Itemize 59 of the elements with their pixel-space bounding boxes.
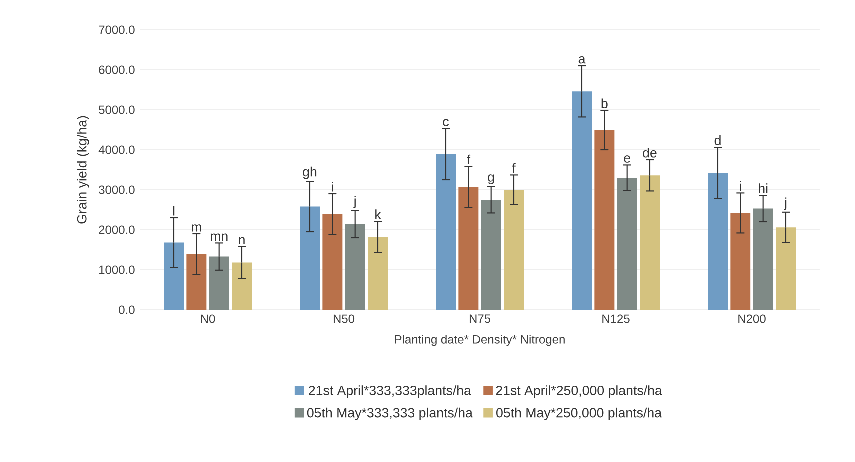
- bar: [504, 190, 524, 310]
- legend-label: 21st April*250,000 plants/ha: [496, 386, 662, 398]
- y-tick-label: 0.0: [119, 306, 135, 314]
- y-tick-label: 5000.0: [99, 106, 135, 114]
- bar: [776, 228, 796, 310]
- annotation: k: [376, 210, 382, 220]
- bar: [322, 214, 343, 310]
- bar: [572, 92, 592, 310]
- x-tick-label: N200: [738, 314, 766, 324]
- annotation: m: [192, 224, 202, 232]
- annotation: hi: [759, 184, 768, 194]
- annotation: e: [624, 156, 630, 163]
- bar: [436, 154, 456, 310]
- bar: [345, 224, 366, 310]
- annotation: g: [488, 174, 494, 185]
- annotation: d: [714, 136, 721, 146]
- x-tick-label: N50: [334, 314, 355, 324]
- bar: [164, 242, 184, 310]
- bar: [708, 173, 728, 310]
- y-axis-title: Grain yield (kg/ha): [77, 116, 90, 224]
- annotation: f: [467, 154, 471, 165]
- y-tick-label: 1000.0: [100, 266, 135, 274]
- bar: [481, 200, 502, 310]
- annotation: i: [740, 181, 742, 191]
- x-tick-label: N0: [201, 314, 216, 324]
- annotation: n: [239, 237, 245, 245]
- bar: [458, 187, 479, 310]
- bar: [232, 262, 252, 310]
- bar: [640, 176, 660, 310]
- annotation: mn: [210, 234, 228, 241]
- annotation: b: [602, 98, 608, 109]
- bar: [617, 178, 638, 310]
- annotation: a: [578, 56, 586, 64]
- bar: [186, 254, 207, 310]
- annotation: c: [443, 119, 449, 127]
- y-tick-label: 4000.0: [98, 146, 135, 154]
- bar: [209, 256, 230, 310]
- y-tick-label: 3000.0: [99, 186, 135, 194]
- bar: [594, 130, 615, 310]
- legend-label: 05th May*250,000 plants/ha: [496, 408, 662, 420]
- annotation: j: [354, 196, 356, 209]
- annotation: gh: [303, 166, 317, 180]
- bar: [300, 206, 320, 310]
- annotation: f: [512, 163, 516, 173]
- annotation: de: [643, 148, 657, 158]
- annotation: j: [784, 198, 787, 210]
- x-axis-title: Planting date* Density* Nitrogen: [395, 335, 565, 346]
- x-tick-label: N75: [470, 314, 490, 324]
- y-tick-label: 7000.0: [99, 26, 135, 34]
- y-tick-label: 6000.0: [99, 66, 135, 74]
- legend-label: 05th May*333,333 plants/ha: [307, 408, 473, 420]
- y-tick-label: 2000.0: [99, 226, 135, 234]
- annotation: l: [173, 206, 175, 216]
- bar: [753, 208, 774, 310]
- legend-label: 21st April*333,333plants/ha: [309, 386, 472, 398]
- annotation: i: [332, 182, 334, 192]
- bar: [368, 237, 388, 310]
- x-tick-label: N125: [602, 314, 630, 324]
- bar: [730, 213, 751, 310]
